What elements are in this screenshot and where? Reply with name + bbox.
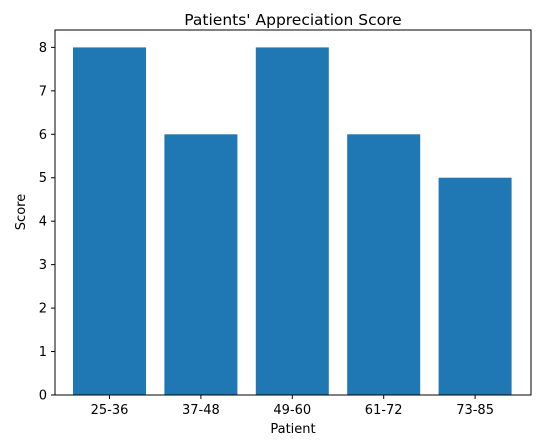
- y-axis: 0 1 2 3 4 5 6 7 8: [39, 41, 55, 404]
- x-tick-label: 37-48: [182, 403, 220, 418]
- y-tick-label: 7: [39, 84, 47, 99]
- bar-73-85: [438, 177, 512, 395]
- y-tick-label: 8: [39, 41, 47, 56]
- y-tick-label: 0: [39, 389, 47, 404]
- bars-group: [73, 47, 512, 396]
- y-tick-label: 5: [39, 171, 47, 186]
- x-tick-label: 25-36: [91, 403, 129, 418]
- chart-title: Patients' Appreciation Score: [184, 11, 401, 29]
- x-axis-label: Patient: [270, 422, 315, 437]
- bar-49-60: [255, 47, 329, 396]
- y-axis-label: Score: [14, 194, 29, 230]
- bar-37-48: [164, 134, 238, 396]
- x-tick-label: 49-60: [273, 403, 311, 418]
- y-tick-label: 6: [39, 128, 47, 143]
- x-tick-label: 73-85: [456, 403, 494, 418]
- x-tick-label: 61-72: [365, 403, 403, 418]
- plot-frame: [54, 29, 532, 396]
- y-tick-label: 4: [39, 215, 47, 230]
- y-tick-label: 3: [39, 258, 47, 273]
- y-tick-label: 1: [39, 345, 47, 360]
- bar-25-36: [73, 47, 146, 396]
- x-axis: 25-36 37-48 49-60 61-72 73-85: [91, 395, 494, 418]
- y-tick-label: 2: [39, 302, 47, 317]
- bar-61-72: [347, 134, 421, 396]
